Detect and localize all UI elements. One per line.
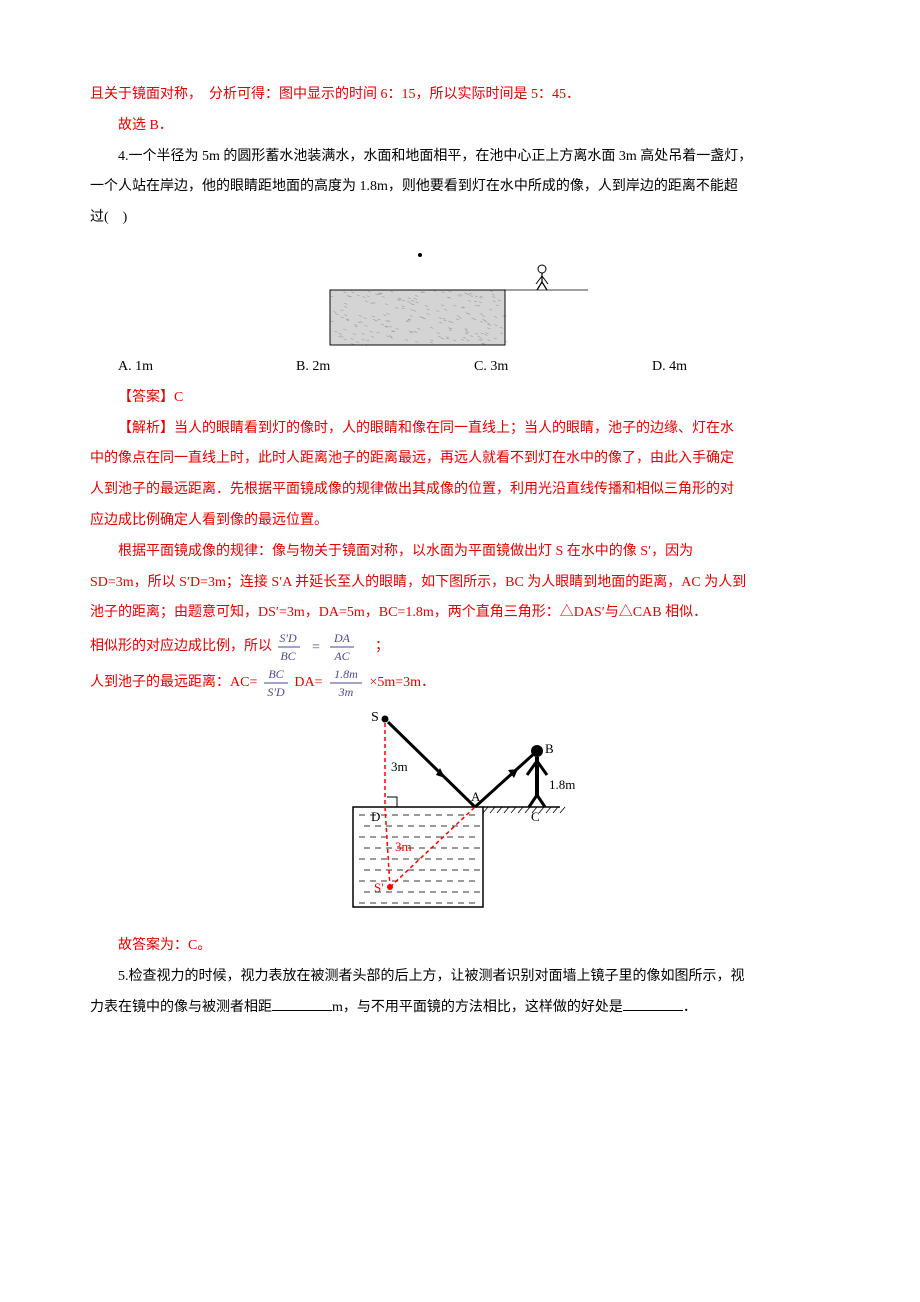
option-c: C. 3m xyxy=(474,352,652,383)
explain-4i-pre: 人到池子的最远距离：AC= xyxy=(90,675,257,690)
explain-4i: 人到池子的最远距离：AC= BC S'D DA= 1.8m 3m ×5m=3m． xyxy=(90,665,830,701)
explain-4e: 根据平面镜成像的规律：像与物关于镜面对称，以水面为平面镜做出灯 S 在水中的像 … xyxy=(90,537,830,568)
svg-text:1.8m: 1.8m xyxy=(334,667,358,681)
explain-4h: 相似形的对应边成比例，所以 S'D BC = DA AC ； xyxy=(90,629,830,665)
svg-text:3m: 3m xyxy=(395,839,412,854)
answer-4: 【答案】C xyxy=(90,383,830,414)
figure-2: SDACBS'3m1.8m3m xyxy=(90,707,830,927)
option-b: B. 2m xyxy=(296,352,474,383)
svg-text:1.8m: 1.8m xyxy=(549,777,575,792)
explain-4h-post: ； xyxy=(375,639,389,654)
explain-4j: 故答案为：C。 xyxy=(90,931,830,962)
formula-2b: 1.8m 3m xyxy=(326,665,366,701)
blank-2[interactable] xyxy=(623,996,683,1011)
svg-text:AC: AC xyxy=(333,649,350,663)
svg-text:S'D: S'D xyxy=(279,631,297,645)
svg-text:3m: 3m xyxy=(391,759,408,774)
svg-text:S': S' xyxy=(374,880,384,895)
explain-4c: 人到池子的最远距离．先根据平面镜成像的规律做出其成像的位置，利用光沿直线传播和相… xyxy=(90,475,830,506)
svg-text:DA: DA xyxy=(333,631,351,645)
option-a: A. 1m xyxy=(118,352,296,383)
svg-text:=: = xyxy=(312,640,320,655)
svg-text:S'D: S'D xyxy=(267,685,285,699)
svg-text:BC: BC xyxy=(268,667,284,681)
q4-line-1: 4.一个半径为 5m 的圆形蓄水池装满水，水面和地面相平，在池中心正上方离水面 … xyxy=(90,142,830,173)
option-d: D. 4m xyxy=(652,352,830,383)
explain-4b: 中的像点在同一直线上时，此时人距离池子的距离最远，再远人就看不到灯在水中的像了，… xyxy=(90,444,830,475)
q5-post: ． xyxy=(683,1000,697,1015)
explain-4i-mid: DA= xyxy=(294,675,326,690)
svg-text:S: S xyxy=(371,710,379,725)
q4-line-3: 过( ) xyxy=(90,203,830,234)
q5-line-1: 5.检查视力的时候，视力表放在被测者头部的后上方，让被测者识别对面墙上镜子里的像… xyxy=(90,962,830,993)
carryover-line-1: 且关于镜面对称， 分析可得：图中显示的时间 6：15，所以实际时间是 5：45． xyxy=(90,80,830,111)
svg-text:D: D xyxy=(371,809,380,824)
explain-4f: SD=3m，所以 S′D=3m；连接 S′A 并延长至人的眼睛，如下图所示，BC… xyxy=(90,568,830,599)
figure-1 xyxy=(90,240,830,348)
formula-2a: BC S'D xyxy=(261,665,291,701)
svg-text:B: B xyxy=(545,741,554,756)
svg-text:BC: BC xyxy=(280,649,296,663)
explain-4a: 【解析】当人的眼睛看到灯的像时，人的眼睛和像在同一直线上；当人的眼睛，池子的边缘… xyxy=(90,414,830,445)
blank-1[interactable] xyxy=(272,996,332,1011)
svg-text:C: C xyxy=(531,809,540,824)
explain-4i-post: ×5m=3m． xyxy=(369,675,435,690)
formula-1: S'D BC = DA AC xyxy=(276,629,372,665)
q4-options: A. 1m B. 2m C. 3m D. 4m xyxy=(90,352,830,383)
q4-line-2: 一个人站在岸边，他的眼睛距地面的高度为 1.8m，则他要看到灯在水中所成的像，人… xyxy=(90,172,830,203)
explain-4h-pre: 相似形的对应边成比例，所以 xyxy=(90,639,272,654)
explain-4g: 池子的距离；由题意可知，DS′=3m，DA=5m，BC=1.8m，两个直角三角形… xyxy=(90,598,830,629)
carryover-line-2: 故选 B． xyxy=(90,111,830,142)
q5-line-2: 力表在镜中的像与被测者相距 m，与不用平面镜的方法相比，这样做的好处是 ． xyxy=(90,993,830,1024)
svg-text:3m: 3m xyxy=(338,685,354,699)
q5-pre: 力表在镜中的像与被测者相距 xyxy=(90,1000,272,1015)
q5-mid: m，与不用平面镜的方法相比，这样做的好处是 xyxy=(332,1000,623,1015)
explain-4d: 应边成比例确定人看到像的最远位置。 xyxy=(90,506,830,537)
